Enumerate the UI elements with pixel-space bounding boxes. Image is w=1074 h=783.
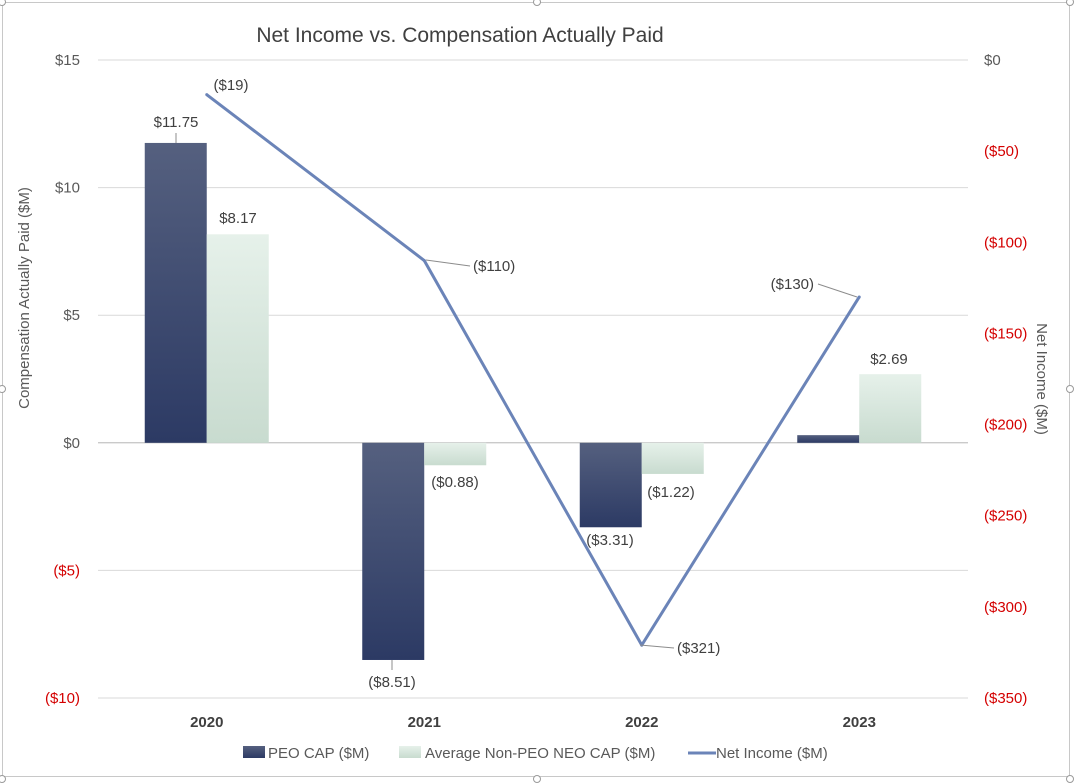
x-category-label: 2023 [843, 714, 876, 731]
net-income-data-label: ($130) [771, 276, 814, 293]
peo-cap-bar [579, 442, 642, 528]
x-category-label: 2021 [408, 714, 441, 731]
neo-cap-data-label: $2.69 [870, 351, 908, 368]
neo-cap-data-label: ($1.22) [647, 484, 695, 501]
peo-cap-bar [797, 435, 860, 443]
resize-handle-top-left[interactable] [0, 0, 6, 6]
peo-cap-data-label: ($8.51) [368, 674, 416, 691]
peo-cap-bar [362, 442, 425, 660]
legend-label-net-income: Net Income ($M) [716, 745, 828, 762]
peo-cap-data-label: $11.75 [154, 114, 199, 131]
y-right-tick-label: ($150) [984, 325, 1027, 342]
neo-cap-bar [424, 442, 487, 466]
y-left-axis-title: Compensation Actually Paid ($M) [16, 187, 33, 409]
y-right-tick-label: ($50) [984, 143, 1019, 160]
resize-handle-left[interactable] [0, 385, 6, 393]
chart-title: Net Income vs. Compensation Actually Pai… [256, 24, 663, 47]
y-left-tick-label: $0 [63, 435, 80, 452]
legend-swatch-peo [243, 746, 265, 758]
legend: PEO CAP ($M) Average Non-PEO NEO CAP ($M)… [243, 745, 828, 762]
leader-line [639, 644, 675, 649]
y-right-tick-label: ($250) [984, 508, 1027, 525]
y-right-tick-label: ($300) [984, 599, 1027, 616]
neo-cap-bar [641, 442, 704, 474]
legend-swatch-neo [399, 746, 421, 758]
x-category-label: 2020 [190, 714, 223, 731]
neo-cap-bar [859, 374, 922, 443]
y-right-axis-title: Net Income ($M) [1033, 323, 1050, 435]
y-right-tick-label: ($200) [984, 417, 1027, 434]
axis-labels: $15 $10 $5 $0 ($5) ($10) $0 ($50) ($100) ($150) ($… [45, 52, 1027, 731]
y-left-tick-label: ($5) [53, 562, 80, 579]
neo-cap-bar [206, 234, 269, 443]
peo-cap-data-label: ($3.31) [586, 532, 634, 549]
resize-handle-top[interactable] [533, 0, 541, 6]
net-income-data-label: ($321) [677, 640, 720, 657]
y-left-tick-label: ($10) [45, 690, 80, 707]
net-income-point [857, 295, 861, 299]
legend-label-neo: Average Non-PEO NEO CAP ($M) [425, 745, 655, 762]
data-labels: $11.75 ($8.51) ($3.31) $8.17 ($0.88) ($1.22) $… [154, 77, 908, 691]
bars [144, 142, 922, 660]
net-income-data-label: ($110) [473, 258, 515, 275]
leader-line [817, 283, 858, 298]
net-income-point [205, 93, 209, 97]
net-income-line [205, 93, 861, 647]
peo-cap-bar [144, 142, 207, 443]
y-right-tick-label: ($350) [984, 690, 1027, 707]
net-income-data-label: ($19) [213, 77, 248, 94]
y-left-tick-label: $5 [63, 307, 80, 324]
y-right-tick-label: ($100) [984, 234, 1027, 251]
neo-cap-data-label: $8.17 [219, 210, 257, 227]
net-income-series-line [205, 93, 861, 647]
leader-line [425, 259, 471, 267]
neo-cap-data-label: ($0.88) [431, 474, 479, 491]
y-left-tick-label: $10 [55, 180, 80, 197]
net-income-point [422, 259, 426, 263]
legend-label-peo: PEO CAP ($M) [268, 745, 369, 762]
x-category-label: 2022 [625, 714, 658, 731]
y-left-tick-label: $15 [55, 52, 80, 69]
y-right-tick-label: $0 [984, 52, 1001, 69]
